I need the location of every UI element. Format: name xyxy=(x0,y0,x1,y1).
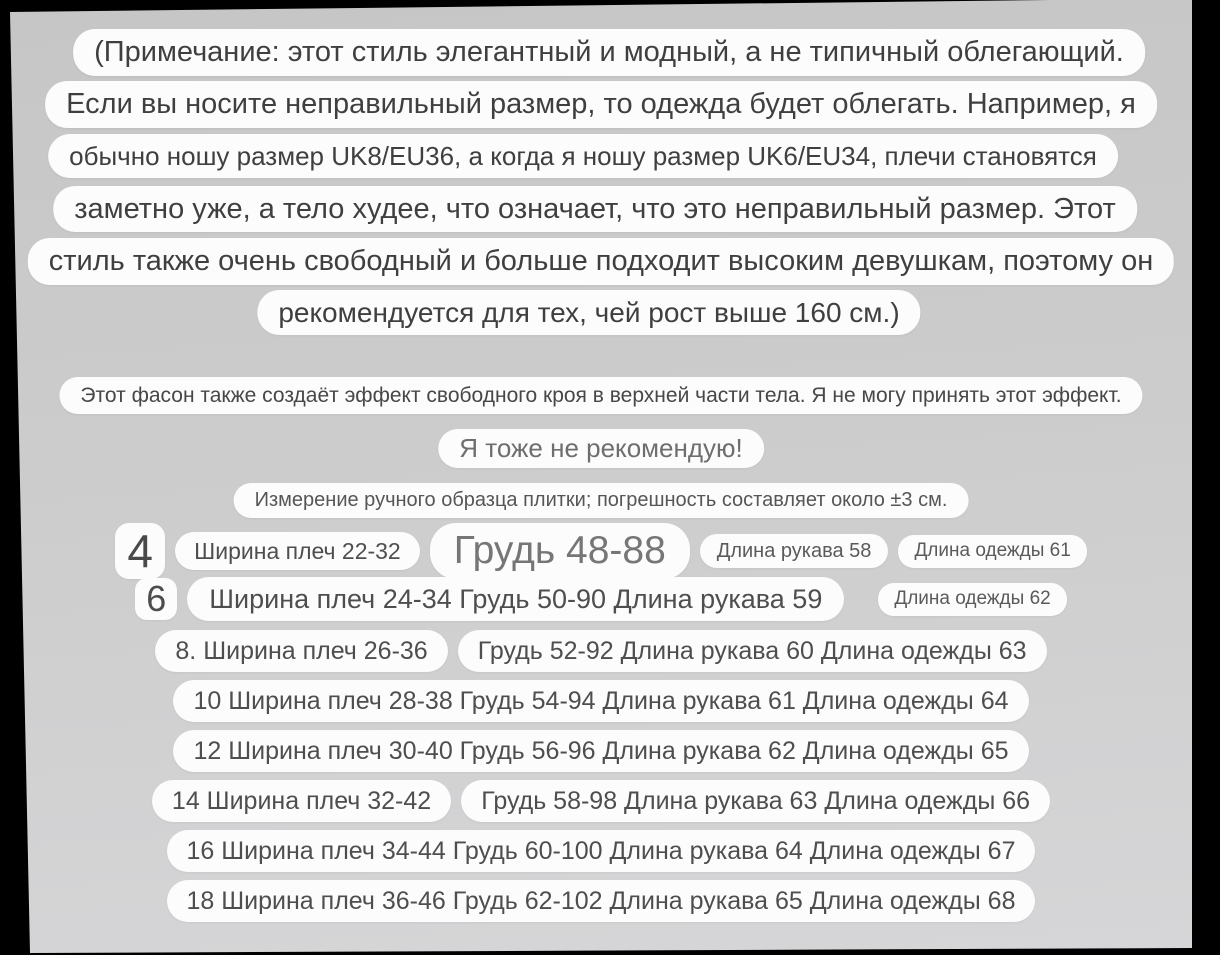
size-row: 6 Ширина плеч 24-34 Грудь 50-90 Длина рук… xyxy=(10,577,1192,621)
size-measurement-pill: 12 Ширина плеч 30-40 Грудь 56-96 Длина р… xyxy=(173,730,1029,772)
note-line: стиль также очень свободный и больше под… xyxy=(27,238,1175,285)
size-measurement-pill: 10 Ширина плеч 28-38 Грудь 54-94 Длина р… xyxy=(173,680,1029,722)
size-measurement-pill: 14 Ширина плеч 32-42 xyxy=(151,780,452,822)
effect-note: Этот фасон также создаёт эффект свободно… xyxy=(59,377,1143,414)
size-measurement-pill: Длина одежды 61 xyxy=(898,534,1087,568)
recommendation-note: Я тоже не рекомендую! xyxy=(438,429,764,468)
size-measurement-pill: 18 Ширина плеч 36-46 Грудь 62-102 Длина … xyxy=(166,880,1036,922)
note-line: заметно уже, а тело худее, что означает,… xyxy=(53,186,1137,232)
size-row: 4 Ширина плеч 22-32 Грудь 48-88 Длина рукав… xyxy=(10,523,1192,579)
note-line: рекомендуется для тех, чей рост выше 160… xyxy=(257,290,921,335)
size-number-chip: 4 xyxy=(115,523,166,579)
size-measurement-pill: 8. Ширина плеч 26-36 xyxy=(155,630,448,672)
size-row: 10 Ширина плеч 28-38 Грудь 54-94 Длина р… xyxy=(10,680,1192,722)
size-measurement-pill: Ширина плеч 24-34 Грудь 50-90 Длина рука… xyxy=(187,577,845,621)
size-number-chip: 6 xyxy=(135,578,178,620)
size-row: 18 Ширина плеч 36-46 Грудь 62-102 Длина … xyxy=(10,880,1192,922)
note-line: Если вы носите неправильный размер, то о… xyxy=(45,81,1157,128)
size-measurement-pill: Грудь 58-98 Длина рукава 63 Длина одежды… xyxy=(461,780,1051,822)
note-line: обычно ношу размер UK8/EU36, а когда я н… xyxy=(48,134,1118,178)
description-content: (Примечание: этот стиль элегантный и мод… xyxy=(10,0,1192,953)
size-row: 12 Ширина плеч 30-40 Грудь 56-96 Длина р… xyxy=(10,730,1192,772)
size-measurement-pill: Длина одежды 62 xyxy=(878,582,1067,616)
size-measurement-pill: Грудь 48-88 xyxy=(429,523,690,579)
size-measurement-pill: Длина рукава 58 xyxy=(699,534,889,568)
size-row: 16 Ширина плеч 34-44 Грудь 60-100 Длина … xyxy=(10,830,1192,872)
measurement-tolerance-note: Измерение ручного образца плитки; погреш… xyxy=(233,483,969,518)
size-measurement-pill: 16 Ширина плеч 34-44 Грудь 60-100 Длина … xyxy=(166,830,1036,872)
size-measurement-pill: Ширина плеч 22-32 xyxy=(175,532,420,570)
size-row: 14 Ширина плеч 32-42 Грудь 58-98 Длина ру… xyxy=(10,780,1192,822)
size-row: 8. Ширина плеч 26-36 Грудь 52-92 Длина ру… xyxy=(10,630,1192,672)
note-line: (Примечание: этот стиль элегантный и мод… xyxy=(73,29,1145,76)
size-measurement-pill: Грудь 52-92 Длина рукава 60 Длина одежды… xyxy=(457,630,1047,672)
